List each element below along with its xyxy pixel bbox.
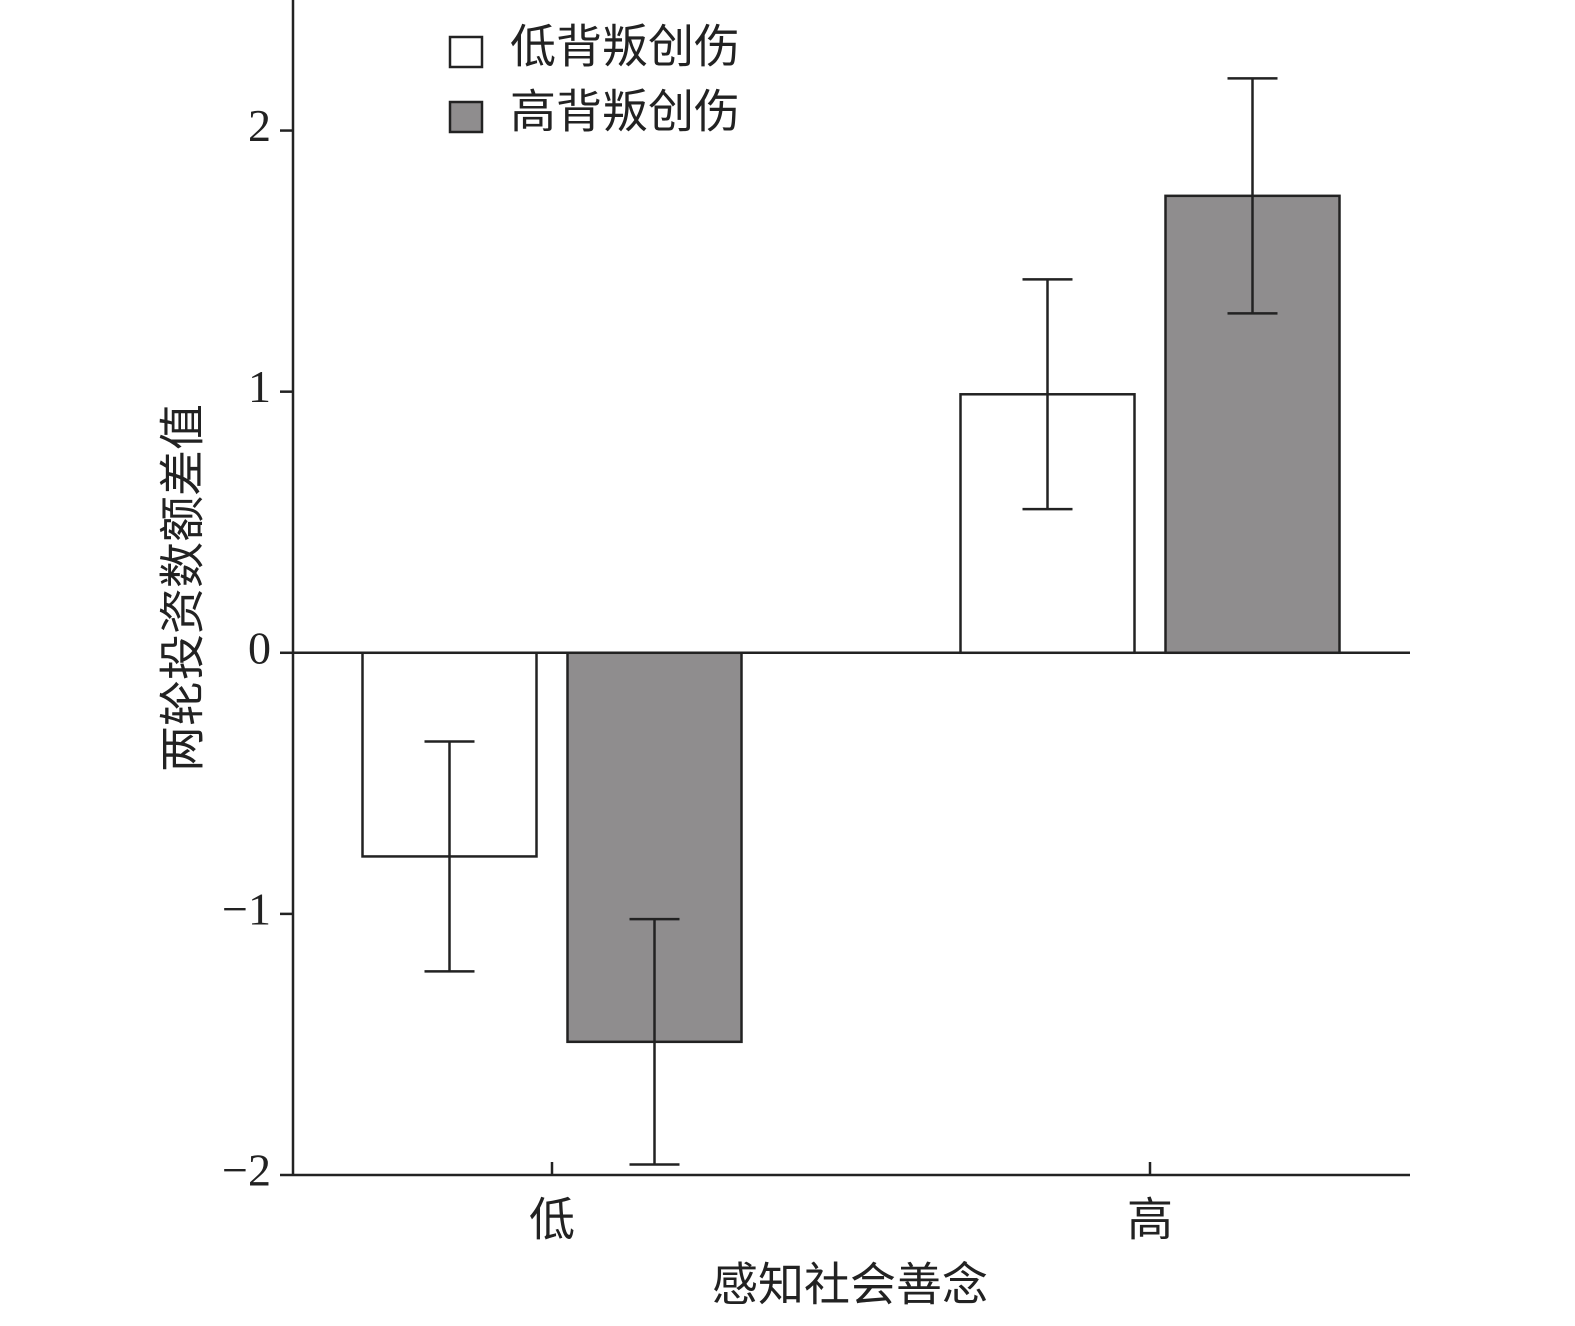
y-tick-label: 2 xyxy=(248,100,271,151)
error-bar xyxy=(1227,77,1278,315)
legend-label: 低背叛创伤 xyxy=(510,22,740,73)
legend-label: 高背叛创伤 xyxy=(510,87,740,138)
y-tick-label: −1 xyxy=(222,883,271,934)
y-tick-label: 0 xyxy=(248,622,271,673)
error-bar xyxy=(629,917,680,1166)
y-axis-label: 两轮投资数额差值 xyxy=(158,404,209,772)
error-bar xyxy=(424,740,475,973)
y-tick-label: −2 xyxy=(222,1145,271,1196)
x-tick-label: 低 xyxy=(529,1195,575,1246)
x-tick-label: 高 xyxy=(1127,1195,1173,1246)
y-tick-label: 1 xyxy=(248,361,271,412)
x-axis-label: 感知社会善念 xyxy=(712,1260,988,1311)
legend-swatch xyxy=(448,100,484,134)
error-bar xyxy=(1022,278,1073,511)
legend-swatch xyxy=(448,35,484,69)
